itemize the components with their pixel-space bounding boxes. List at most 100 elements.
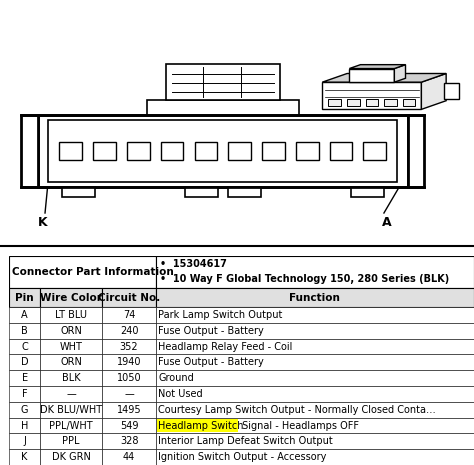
- Text: C: C: [21, 341, 28, 352]
- Bar: [228, 187, 261, 197]
- Bar: [62, 187, 95, 197]
- Text: Fuse Output - Battery: Fuse Output - Battery: [158, 326, 264, 336]
- Bar: [102, 307, 156, 323]
- Text: Connector Part Information: Connector Part Information: [12, 267, 173, 277]
- Bar: [40, 418, 102, 433]
- Bar: [9, 354, 40, 370]
- Bar: [365, 99, 378, 106]
- Bar: [40, 288, 102, 307]
- Bar: [349, 68, 394, 82]
- Text: Headlamp Relay Feed - Coil: Headlamp Relay Feed - Coil: [158, 341, 292, 352]
- Bar: [59, 142, 82, 160]
- Bar: [147, 100, 299, 114]
- Bar: [40, 339, 102, 354]
- Text: Wire Color: Wire Color: [40, 292, 102, 303]
- Bar: [444, 83, 459, 100]
- Bar: [38, 114, 408, 187]
- Text: E: E: [21, 373, 27, 383]
- Bar: [322, 82, 421, 109]
- Text: Interior Lamp Defeat Switch Output: Interior Lamp Defeat Switch Output: [158, 436, 333, 446]
- Bar: [9, 386, 40, 402]
- Bar: [157, 418, 238, 432]
- Text: 549: 549: [120, 420, 138, 431]
- Text: H: H: [21, 420, 28, 431]
- Text: Headlamp Switch: Headlamp Switch: [158, 420, 244, 431]
- Text: Courtesy Lamp Switch Output - Normally Closed Conta…: Courtesy Lamp Switch Output - Normally C…: [158, 405, 436, 415]
- Polygon shape: [322, 73, 446, 82]
- Text: K: K: [21, 452, 28, 462]
- Bar: [40, 307, 102, 323]
- Bar: [9, 433, 40, 449]
- Text: Park Lamp Switch Output: Park Lamp Switch Output: [158, 310, 283, 320]
- Bar: [408, 114, 424, 187]
- Text: PPL/WHT: PPL/WHT: [49, 420, 93, 431]
- Text: ORN: ORN: [60, 326, 82, 336]
- Bar: [156, 386, 474, 402]
- Text: —: —: [124, 389, 134, 399]
- Text: —: —: [66, 389, 76, 399]
- Text: B: B: [21, 326, 28, 336]
- Bar: [194, 142, 217, 160]
- Bar: [351, 187, 384, 197]
- Text: DK BLU/WHT: DK BLU/WHT: [40, 405, 102, 415]
- Bar: [156, 288, 474, 307]
- Bar: [166, 64, 280, 100]
- Bar: [40, 370, 102, 386]
- Bar: [161, 142, 183, 160]
- Bar: [102, 449, 156, 465]
- Bar: [156, 339, 474, 354]
- Text: A: A: [382, 216, 391, 229]
- Text: 1050: 1050: [117, 373, 141, 383]
- Bar: [156, 354, 474, 370]
- Text: 1940: 1940: [117, 357, 141, 367]
- Bar: [48, 120, 397, 182]
- Bar: [40, 323, 102, 339]
- Bar: [102, 323, 156, 339]
- Bar: [102, 370, 156, 386]
- Text: 44: 44: [123, 452, 135, 462]
- Bar: [156, 402, 474, 418]
- Bar: [296, 142, 319, 160]
- Text: ORN: ORN: [60, 357, 82, 367]
- Bar: [9, 288, 40, 307]
- Bar: [102, 433, 156, 449]
- Bar: [156, 433, 474, 449]
- Text: 1495: 1495: [117, 405, 141, 415]
- Bar: [185, 187, 218, 197]
- Bar: [9, 256, 156, 288]
- Bar: [364, 142, 386, 160]
- Text: DK GRN: DK GRN: [52, 452, 91, 462]
- Text: Circuit No.: Circuit No.: [98, 292, 160, 303]
- Text: Pin: Pin: [15, 292, 34, 303]
- Bar: [21, 114, 38, 187]
- Bar: [127, 142, 150, 160]
- Polygon shape: [394, 65, 406, 82]
- Bar: [9, 370, 40, 386]
- Bar: [40, 354, 102, 370]
- Bar: [328, 99, 341, 106]
- Text: LT BLU: LT BLU: [55, 310, 87, 320]
- Bar: [403, 99, 415, 106]
- Bar: [156, 307, 474, 323]
- Text: F: F: [22, 389, 27, 399]
- Text: Fuse Output - Battery: Fuse Output - Battery: [158, 357, 264, 367]
- Bar: [102, 354, 156, 370]
- Text: •  10 Way F Global Technology 150, 280 Series (BLK): • 10 Way F Global Technology 150, 280 Se…: [160, 274, 450, 285]
- Text: 352: 352: [120, 341, 138, 352]
- Bar: [9, 339, 40, 354]
- Bar: [102, 339, 156, 354]
- Bar: [93, 142, 116, 160]
- Text: PPL: PPL: [62, 436, 80, 446]
- Text: Not Used: Not Used: [158, 389, 203, 399]
- Bar: [102, 288, 156, 307]
- Bar: [40, 386, 102, 402]
- Bar: [9, 418, 40, 433]
- Bar: [384, 99, 397, 106]
- Bar: [156, 256, 474, 288]
- Bar: [347, 99, 360, 106]
- Bar: [9, 402, 40, 418]
- Text: 240: 240: [120, 326, 138, 336]
- Bar: [156, 449, 474, 465]
- Text: Ignition Switch Output - Accessory: Ignition Switch Output - Accessory: [158, 452, 327, 462]
- Polygon shape: [421, 73, 446, 109]
